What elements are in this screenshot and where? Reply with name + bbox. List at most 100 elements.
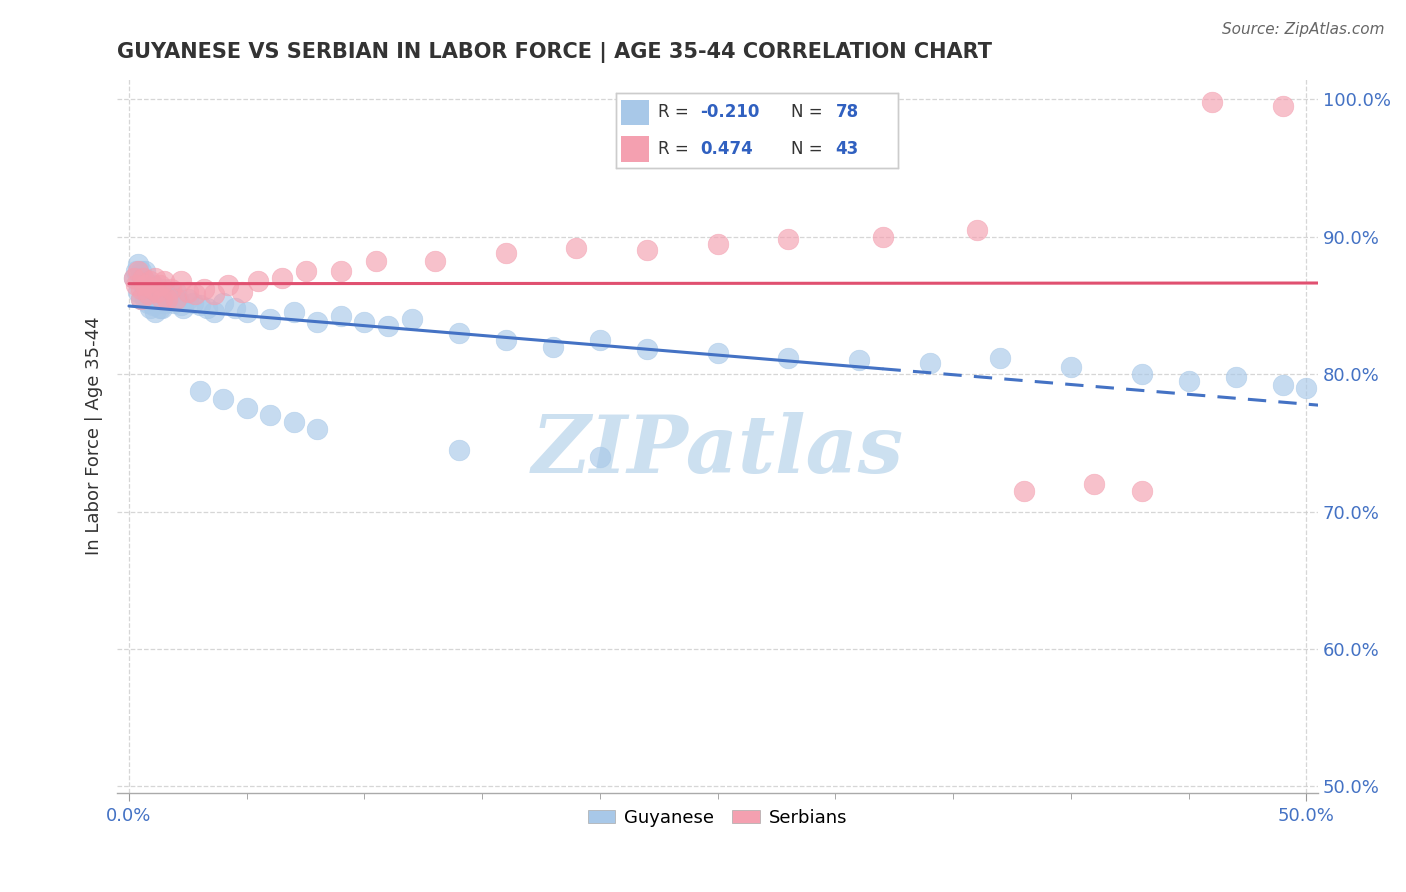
Point <box>1295 381 1317 395</box>
Point <box>141 277 163 292</box>
Point <box>231 285 253 299</box>
Point <box>160 287 183 301</box>
Point <box>132 271 155 285</box>
Point <box>447 442 470 457</box>
Point <box>636 244 658 258</box>
Point <box>157 294 180 309</box>
Point <box>193 282 215 296</box>
Point <box>247 274 270 288</box>
Point <box>212 392 235 406</box>
Point <box>307 315 329 329</box>
Point <box>153 295 176 310</box>
Point <box>146 295 169 310</box>
Point <box>163 295 186 310</box>
Point <box>148 301 170 315</box>
Point <box>1083 477 1105 491</box>
Point <box>129 292 152 306</box>
Point <box>259 409 281 423</box>
Point <box>146 285 169 299</box>
Point <box>329 264 352 278</box>
Point <box>195 301 218 315</box>
Point <box>134 292 156 306</box>
Point <box>143 282 166 296</box>
Point <box>294 264 316 278</box>
Point <box>167 292 190 306</box>
Point <box>1225 369 1247 384</box>
Point <box>706 236 728 251</box>
Point <box>366 254 388 268</box>
Point <box>1177 374 1199 388</box>
Point <box>141 298 163 312</box>
Point <box>127 257 149 271</box>
Point <box>136 287 159 301</box>
Point <box>224 301 246 315</box>
Point <box>235 305 257 319</box>
Point <box>129 264 152 278</box>
Point <box>565 241 588 255</box>
Point <box>283 305 305 319</box>
Y-axis label: In Labor Force | Age 35-44: In Labor Force | Age 35-44 <box>86 317 103 556</box>
Point <box>1060 360 1083 375</box>
Point <box>235 401 257 416</box>
Point <box>1012 483 1035 498</box>
Point <box>172 301 194 315</box>
Point <box>217 277 239 292</box>
Point <box>1271 378 1294 392</box>
Point <box>307 422 329 436</box>
Point <box>141 282 163 296</box>
Point <box>212 295 235 310</box>
Point <box>778 351 800 365</box>
Point <box>129 282 152 296</box>
Text: ZIPatlas: ZIPatlas <box>531 411 904 489</box>
Point <box>181 295 204 310</box>
Point <box>148 287 170 301</box>
Point <box>153 274 176 288</box>
Point <box>134 285 156 299</box>
Point <box>150 301 173 315</box>
Point <box>127 285 149 299</box>
Point <box>156 287 179 301</box>
Point <box>872 229 894 244</box>
Point <box>153 282 176 296</box>
Point <box>495 246 517 260</box>
Point <box>139 274 162 288</box>
Point <box>377 318 399 333</box>
Point <box>148 277 170 292</box>
Point <box>143 271 166 285</box>
Point <box>134 264 156 278</box>
Point <box>1130 483 1153 498</box>
Point <box>143 292 166 306</box>
Point <box>125 264 148 278</box>
Point <box>122 271 145 285</box>
Point <box>160 282 183 296</box>
Point <box>184 287 207 301</box>
Point <box>848 353 870 368</box>
Point <box>283 415 305 429</box>
Point <box>136 277 159 292</box>
Point <box>156 292 179 306</box>
Point <box>127 264 149 278</box>
Point <box>202 287 225 301</box>
Point <box>139 301 162 315</box>
Point <box>966 223 988 237</box>
Point <box>706 346 728 360</box>
Text: Source: ZipAtlas.com: Source: ZipAtlas.com <box>1222 22 1385 37</box>
Point <box>1130 367 1153 381</box>
Point <box>136 287 159 301</box>
Point <box>132 271 155 285</box>
Point <box>129 292 152 306</box>
Point <box>177 285 200 299</box>
Point <box>143 305 166 319</box>
Point <box>353 315 375 329</box>
Point <box>177 292 200 306</box>
Point <box>401 312 423 326</box>
Point <box>165 285 187 299</box>
Point <box>1201 95 1223 109</box>
Point <box>778 232 800 246</box>
Point <box>589 450 612 464</box>
Point <box>589 333 612 347</box>
Point <box>918 356 941 370</box>
Point <box>170 274 193 288</box>
Point <box>132 277 155 292</box>
Point <box>188 384 211 398</box>
